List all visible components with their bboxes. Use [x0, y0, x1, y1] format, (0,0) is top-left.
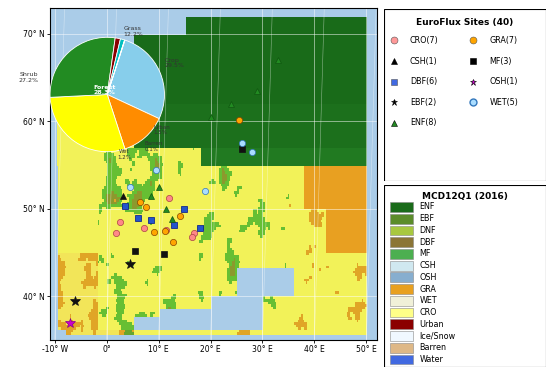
- Text: Urban: Urban: [420, 320, 444, 329]
- Text: CSH: CSH: [420, 261, 436, 270]
- Text: OSH: OSH: [420, 273, 437, 282]
- Text: MCD12Q1 (2016): MCD12Q1 (2016): [422, 192, 508, 201]
- Text: Crop
29.5%: Crop 29.5%: [164, 57, 184, 68]
- Text: MF(3): MF(3): [490, 57, 512, 65]
- Text: Ice/Snow: Ice/Snow: [420, 332, 456, 341]
- Bar: [390, 226, 413, 235]
- Bar: [390, 261, 413, 271]
- Text: CRO: CRO: [420, 308, 437, 317]
- Wedge shape: [107, 40, 125, 94]
- Text: MF: MF: [420, 249, 431, 259]
- Wedge shape: [107, 40, 164, 119]
- Bar: [390, 273, 413, 282]
- Bar: [390, 237, 413, 247]
- Text: CSH(1): CSH(1): [410, 57, 438, 65]
- Bar: [390, 202, 413, 212]
- Text: Barren
0.1%: Barren 0.1%: [145, 141, 163, 152]
- Wedge shape: [50, 37, 116, 98]
- Text: ENF: ENF: [420, 203, 435, 212]
- Text: Water: Water: [420, 355, 443, 364]
- Text: ENF(8): ENF(8): [410, 118, 436, 127]
- Bar: [390, 319, 413, 329]
- Text: Forest
28.3%: Forest 28.3%: [93, 85, 116, 95]
- Bar: [390, 284, 413, 294]
- Text: Wet
1.2%: Wet 1.2%: [118, 149, 131, 160]
- Bar: [390, 343, 413, 353]
- Text: GRA: GRA: [420, 285, 437, 294]
- Text: Shrub
27.2%: Shrub 27.2%: [19, 72, 38, 83]
- Text: Barren: Barren: [420, 343, 447, 352]
- Text: OSH(1): OSH(1): [490, 77, 518, 86]
- Wedge shape: [107, 94, 159, 149]
- Bar: [390, 331, 413, 341]
- Wedge shape: [107, 38, 120, 94]
- Text: EBF(2): EBF(2): [410, 98, 436, 107]
- Text: EBF: EBF: [420, 214, 435, 223]
- Text: DBF(6): DBF(6): [410, 77, 437, 86]
- Text: DBF: DBF: [420, 238, 436, 247]
- Text: DNF: DNF: [420, 226, 436, 235]
- Bar: [390, 214, 413, 224]
- Text: Grass
12.2%: Grass 12.2%: [123, 26, 143, 37]
- Text: EuroFlux Sites (40): EuroFlux Sites (40): [416, 18, 514, 27]
- Bar: [390, 296, 413, 306]
- Wedge shape: [107, 39, 125, 94]
- Text: WET: WET: [420, 296, 437, 305]
- Text: CRO(7): CRO(7): [410, 36, 438, 45]
- Text: Urban
1.5%: Urban 1.5%: [153, 125, 170, 135]
- Text: GRA(7): GRA(7): [490, 36, 518, 45]
- Text: WET(5): WET(5): [490, 98, 518, 107]
- Wedge shape: [50, 94, 125, 152]
- Bar: [390, 355, 413, 364]
- Bar: [390, 308, 413, 318]
- Bar: [390, 249, 413, 259]
